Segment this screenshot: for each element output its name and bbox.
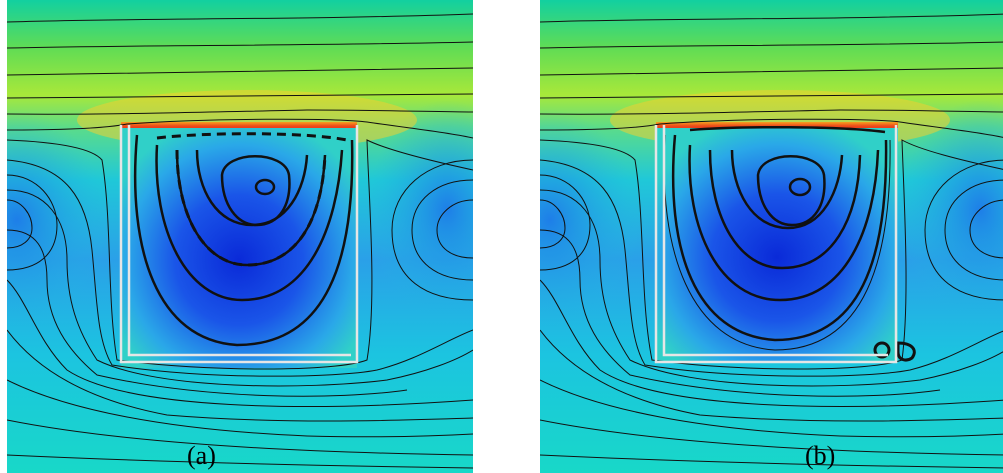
panel-label-b: (b) <box>805 441 836 470</box>
streamline-plot-a <box>7 0 473 473</box>
flow-panel-b: (b) <box>540 0 1003 473</box>
streamline-plot-b <box>540 0 1003 473</box>
panel-label-a: (a) <box>187 441 216 470</box>
corner-vortex <box>873 341 916 362</box>
flow-panel-a: (a) <box>7 0 473 473</box>
